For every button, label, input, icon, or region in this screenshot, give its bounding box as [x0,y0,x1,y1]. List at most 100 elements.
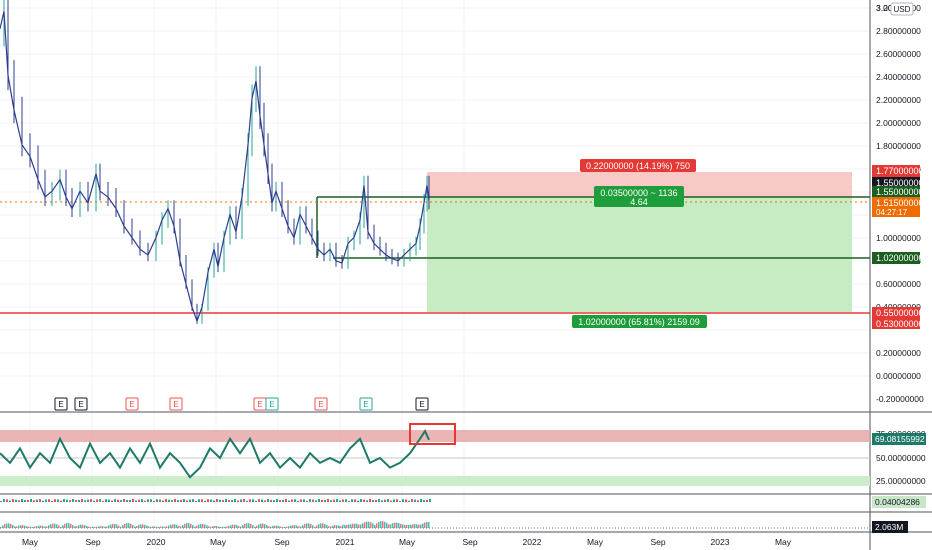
volume-bar [100,526,102,528]
volume-bar [70,523,72,528]
osc-bar [219,499,221,502]
price-tick-label: 2.80000000 [876,26,921,36]
volume-bar [198,524,200,528]
osc-bar [210,499,212,502]
time-tick-label: May [399,537,416,547]
osc-bar [126,500,128,502]
volume-bar [170,524,172,528]
osc-bar [195,500,197,502]
earnings-marker: E [253,397,267,411]
volume-bar [230,525,232,528]
time-tick-label: Sep [274,537,289,547]
volume-bar [44,526,46,528]
volume-bar [296,525,298,528]
osc-bar [144,500,146,502]
osc-bar [81,499,83,502]
volume-bar [226,526,228,528]
volume-value-badge [872,521,908,533]
osc-bar [246,500,248,502]
volume-bar [250,523,252,528]
volume-bar [314,526,316,528]
osc-bar [153,500,155,502]
osc-bar [411,499,413,502]
volume-bar [186,523,188,528]
volume-bar [266,525,268,528]
badge-low: 0.53000000 [876,319,924,329]
osc-bar [156,499,158,502]
volume-bar [404,525,406,528]
volume-bar [208,526,210,528]
time-tick-label: Sep [650,537,665,547]
osc-bar [231,499,233,502]
osc-bar [165,499,167,502]
currency-badge[interactable] [890,2,914,16]
osc-bar [384,499,386,502]
volume-bar [302,525,304,528]
osc-bar [312,499,314,502]
osc-bar [105,499,107,502]
volume-bar [386,522,388,528]
price-tick-label: 3.20 [876,3,893,13]
volume-bar [114,523,116,528]
volume-bar [380,521,382,528]
osc-bar [6,499,8,502]
volume-bar [2,525,4,528]
osc-bar [201,499,203,502]
rsi-highlight-box[interactable] [409,423,456,445]
volume-bar [278,526,280,528]
time-axis[interactable]: May Sep 2020 May Sep 2021 May Sep 2022 May Sep 2023… [22,537,792,547]
osc-bar [42,500,44,502]
osc-bar [12,499,14,502]
osc-bar [138,499,140,502]
osc-bar [216,499,218,502]
volume-bar [280,526,282,528]
volume-bar [372,523,374,528]
osc-value-label: 0.04004286 [875,497,920,507]
osc-bar [114,499,116,502]
volume-bar [282,526,284,528]
osc-bar [321,499,323,502]
volume-bar [92,526,94,528]
osc-bar [270,499,272,502]
osc-bar [243,499,245,502]
ratio-label[interactable]: 0.03500000 ~ 1136 4.64 [594,186,684,207]
volume-bar [158,526,160,528]
volume-bar [154,526,156,528]
volume-bar [244,523,246,528]
volume-bar [376,523,378,528]
volume-bar [344,525,346,528]
volume-bar [286,526,288,528]
osc-bar [399,501,401,502]
volume-bar [240,526,242,528]
badge-entry-green: 1.55000000 [876,187,924,197]
svg-text:E: E [318,400,323,409]
volume-bar [260,523,262,528]
volume-bar [402,524,404,528]
currency-label: USD [894,5,911,14]
volume-bar [78,525,80,528]
time-tick-label: 2022 [523,537,542,547]
osc-bar [330,500,332,502]
osc-bar [66,499,68,502]
volume-bar [106,526,108,528]
volume-bar [356,523,358,528]
volume-bar [152,526,154,528]
volume-bar [420,524,422,528]
volume-bar [20,525,22,528]
osc-bar [189,499,191,502]
osc-bar [102,500,104,502]
osc-bar [54,499,56,502]
risk-label[interactable]: 0.22000000 (14.19%) 750 [580,159,696,172]
volume-bar [416,524,418,528]
osc-bar [345,499,347,502]
volume-bar [128,523,130,528]
profit-zone[interactable] [427,197,852,312]
volume-bar [138,524,140,528]
volume-bar [116,524,118,528]
volume-bar [348,524,350,528]
osc-bar [204,500,206,502]
osc-bar [150,499,152,502]
volume-bar [328,526,330,528]
reward-label[interactable]: 1.02000000 (65.81%) 2159.09 [572,315,707,328]
